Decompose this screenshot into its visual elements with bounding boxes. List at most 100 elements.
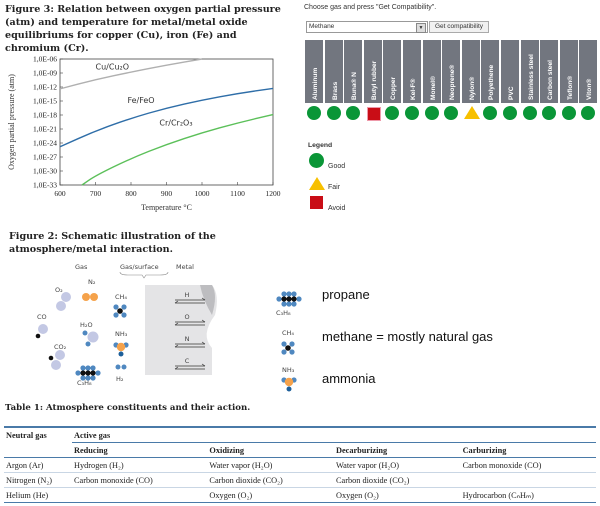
gas-select-value: Methane (309, 23, 335, 30)
n2-molecule: N₂ (82, 278, 98, 301)
o2-molecule: O₂ (55, 286, 71, 311)
h2-label: H₂ (116, 375, 124, 383)
exchange-arrow-icon (174, 319, 206, 326)
compatibility-panel: Choose gas and press "Get Compatibility"… (300, 0, 600, 220)
co2-label: CO₂ (54, 343, 67, 351)
material-name: Monel® (429, 76, 437, 100)
surface-brace (119, 271, 169, 279)
legend-avoid-icon (310, 196, 323, 209)
x-tick-label: 900 (161, 189, 173, 198)
material-name: Nylon® (468, 76, 476, 100)
rating-good-icon (385, 106, 400, 120)
material-name: PVC (508, 86, 515, 100)
y-axis-label: Oxygen partial pressure (atm) (7, 74, 16, 170)
table-cell: Carbon dioxide (CO₂) (209, 475, 283, 485)
table-row: Argon (Ar) Hydrogen (H₂) Water vapor (H₂O)… (4, 458, 596, 473)
table-row: Helium (He) Oxygen (O₂) Oxygen (O₂) Hydroca… (4, 488, 596, 503)
material-name: Aluminum (312, 67, 319, 100)
y-tick-label: 1,0E-12 (33, 83, 57, 92)
ch4-label: CH₄ (282, 329, 294, 337)
n2-label: N₂ (88, 278, 96, 286)
x-axis-label: Temperature °C (141, 203, 192, 212)
material-column-header: Buna® N (344, 40, 363, 103)
co-label: CO (37, 313, 47, 321)
material-name: Copper (390, 76, 398, 100)
h2o-molecule: H₂O (80, 321, 99, 347)
metal-block (145, 285, 217, 375)
exchange-arrow-icon (174, 363, 206, 370)
neutral-gas-header: Neutral gas (6, 430, 47, 440)
table-cell (461, 473, 596, 488)
legend-fair-label: Fair (328, 184, 341, 191)
material-column-header: Carbon steel (540, 40, 559, 103)
material-name: Brass (331, 81, 339, 100)
metal-edge (200, 285, 215, 315)
y-tick-label: 1,0E-18 (33, 111, 57, 120)
c3h8-label: C₃H₈ (77, 379, 92, 387)
nh3-label: NH₃ (282, 366, 295, 374)
table-row: Nitrogen (N₂) Carbon monoxide (CO) Carbon … (4, 473, 596, 488)
get-compatibility-button[interactable]: Get compatibility (429, 21, 490, 33)
methane-molecule: CH₄ (281, 329, 295, 355)
material-column-header: Stainless steel (520, 40, 539, 103)
series-label: Cr/Cr₂O₃ (159, 118, 192, 127)
material-column-header: Aluminum (305, 40, 323, 103)
co2-molecule: CO₂ (48, 343, 67, 370)
table-cell: Helium (He) (6, 490, 49, 500)
gas-surface-header: Gas/surface (120, 263, 159, 271)
exchange-arrow-icon (174, 341, 206, 348)
table-cell (72, 488, 207, 503)
gas-select[interactable]: Methane ▼ (306, 21, 428, 33)
material-column-header: Polyethene (481, 40, 500, 103)
material-name: Kel-F® (410, 78, 417, 100)
y-tick-label: 1,0E-27 (33, 153, 57, 162)
material-column-header: Butyl rubber (363, 40, 382, 103)
material-column-header: Copper (383, 40, 402, 103)
element-label: N (185, 335, 190, 343)
table-cell: Carbon dioxide (CO₂) (335, 475, 410, 485)
rating-good-icon (444, 106, 459, 120)
x-tick-label: 800 (125, 189, 137, 198)
rating-good-icon (483, 106, 498, 120)
exchange-arrow-icon (174, 297, 206, 304)
rating-fair-icon (463, 106, 480, 119)
chevron-down-icon[interactable]: ▼ (416, 23, 426, 33)
material-name: Polyethene (488, 64, 496, 100)
subheader-decarburizing: Decarburizing (333, 442, 461, 458)
element-label: O (184, 313, 189, 321)
table-cell: Oxygen (O₂) (209, 490, 253, 500)
rating-good-icon (561, 106, 576, 120)
table-cell: Hydrocarbon (CₙHₘ) (462, 491, 534, 500)
c3h8-molecule: C₃H₈ (75, 365, 101, 387)
instruction-text: Choose gas and press "Get Compatibility"… (304, 4, 437, 11)
x-tick-label: 1200 (266, 189, 281, 198)
rating-good-icon (522, 106, 537, 120)
material-name: Neoprene® (449, 64, 457, 100)
rating-good-icon (307, 106, 321, 120)
x-tick-label: 700 (90, 189, 102, 198)
series-label: Fe/FeO (127, 96, 154, 105)
series-label: Cu/Cu₂O (96, 63, 130, 72)
y-tick-label: 1,0E-30 (33, 167, 57, 176)
h2o-label: H₂O (80, 321, 93, 329)
table-cell: Carbon monoxide (CO) (74, 475, 153, 485)
figure3-caption: Figure 3: Relation between oxygen partia… (5, 4, 281, 54)
y-tick-label: 1,0E-15 (33, 97, 57, 106)
c3h8-label: C₃H₈ (276, 309, 291, 317)
material-column-header: Nylon® (461, 40, 480, 103)
table-cell: Oxygen (O₂) (335, 490, 379, 500)
y-tick-label: 1,0E-06 (33, 55, 57, 64)
rating-good-icon (405, 106, 419, 120)
nh3-molecule: NH₃ (113, 330, 129, 357)
rating-good-icon (326, 106, 341, 120)
element-label: C (185, 357, 190, 365)
subheader-oxidizing: Oxidizing (207, 442, 334, 458)
figure2-caption: Figure 2: Schematic illustration of the … (9, 231, 216, 255)
rating-good-icon (581, 106, 596, 120)
propane-molecule: C₃H₈ (276, 291, 302, 317)
table1-caption: Table 1: Atmosphere constituents and the… (5, 403, 251, 413)
propane-note: propane (322, 287, 370, 302)
material-column-header: Kel-F® (403, 40, 421, 103)
nh3-label: NH₃ (115, 330, 128, 338)
element-label: H (185, 291, 190, 299)
